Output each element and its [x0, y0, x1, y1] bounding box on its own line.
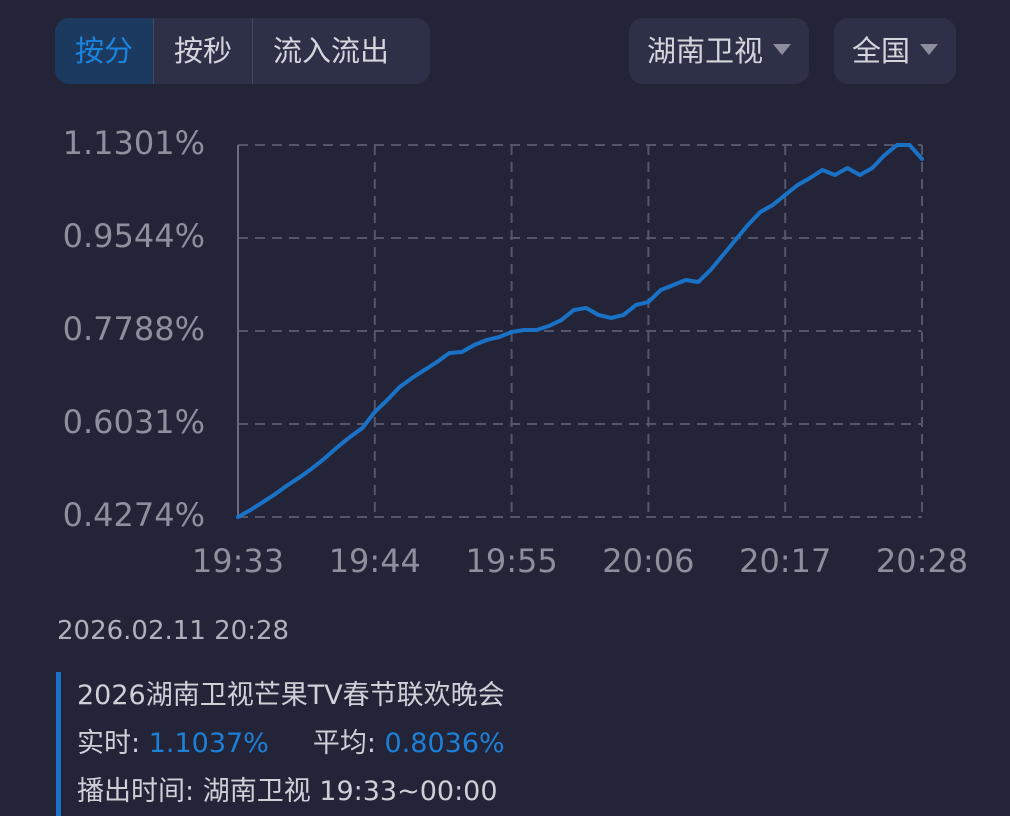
- y-tick-label: 0.6031%: [63, 403, 205, 441]
- line: [236, 143, 924, 519]
- x-tick-label: 20:06: [602, 542, 694, 580]
- channel-dropdown[interactable]: 湖南卫视: [629, 18, 810, 84]
- stats-row: 实时: 1.1037% 平均: 0.8036%: [77, 720, 505, 768]
- value: 1.1037%: [148, 728, 269, 759]
- x-tick-label: 19:33: [192, 542, 284, 580]
- label: 播出时间:: [77, 776, 195, 807]
- chart: 0.4274% 0.6031% 0.7788% 0.9544% 1.1301% 19:33…: [63, 124, 968, 580]
- tab-group: 按分 按秒 流入流出: [55, 18, 430, 84]
- airtime-row: 播出时间: 湖南卫视 19:33~00:00: [77, 768, 505, 816]
- y-tick-label: 0.9544%: [63, 217, 205, 255]
- x-tick-label: 20:28: [876, 542, 968, 580]
- value: 湖南卫视 19:33~00:00: [202, 776, 498, 807]
- y-tick-label: 0.7788%: [63, 310, 205, 348]
- program-title: 2026湖南卫视芒果TV春节联欢晚会: [77, 680, 505, 711]
- label: 实时:: [77, 728, 141, 759]
- label: 平均:: [312, 728, 376, 759]
- tab[interactable]: 流入流出: [273, 34, 390, 68]
- tab[interactable]: 按分: [55, 18, 155, 84]
- program-card: 2026湖南卫视芒果TV春节联欢晚会 实时: 1.1037% 平均: 0.8036…: [56, 672, 505, 816]
- y-tick-label: 0.4274%: [63, 496, 205, 534]
- x-tick-label: 19:44: [329, 542, 421, 580]
- region-dropdown[interactable]: 全国: [834, 18, 957, 84]
- y-tick-label: 1.1301%: [63, 124, 205, 162]
- value: 0.8036%: [384, 728, 505, 759]
- datetime: 2026.02.11 20:28: [57, 616, 290, 646]
- tab[interactable]: 按秒: [154, 18, 254, 84]
- x-tick-label: 19:55: [465, 542, 557, 580]
- x-tick-label: 20:17: [739, 542, 831, 580]
